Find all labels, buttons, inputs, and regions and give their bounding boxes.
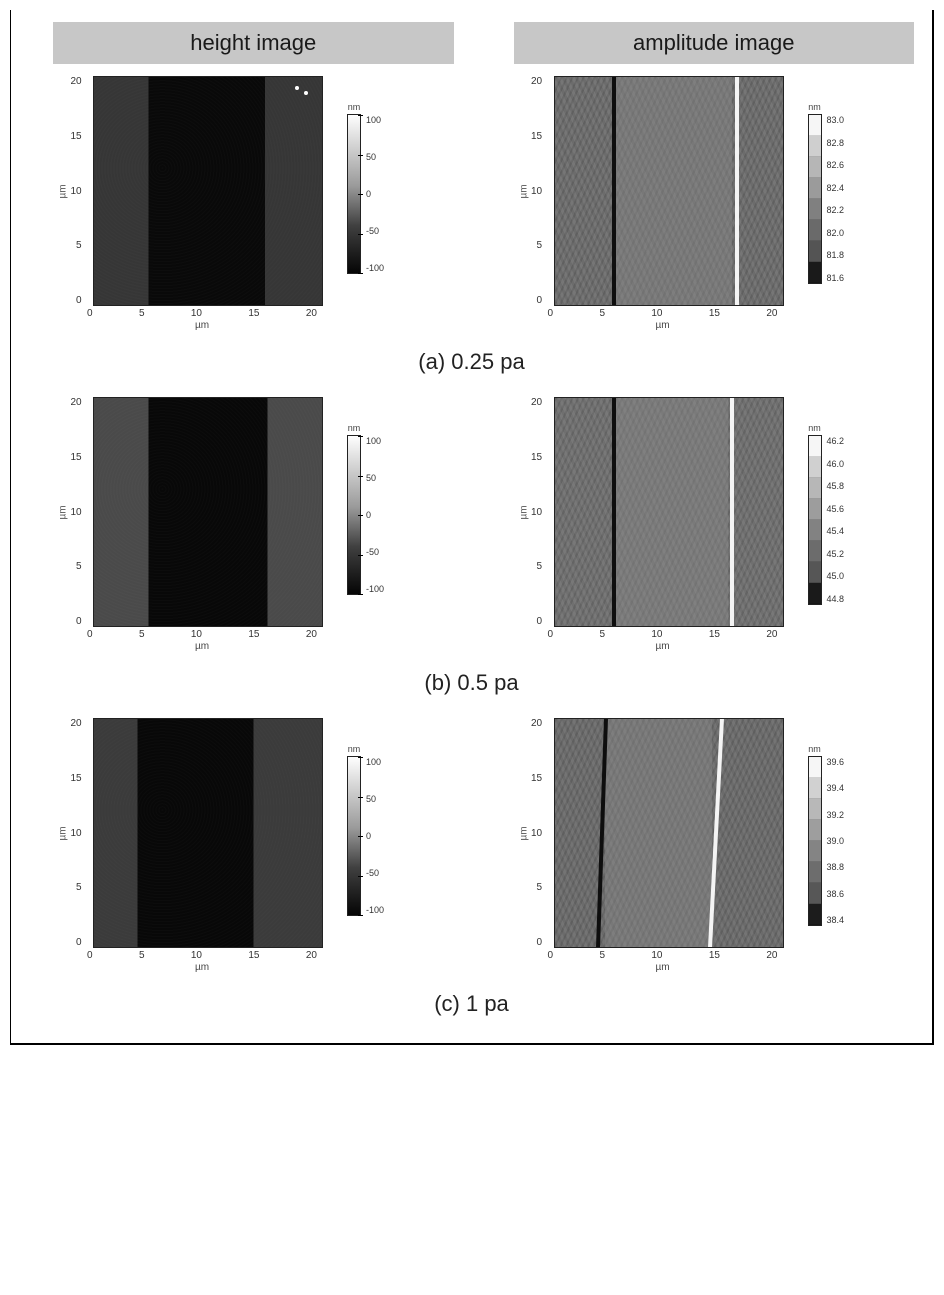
y-ticks: 20151050: [70, 718, 83, 948]
figure-row: µm20151050nm100500-50-10005101520µmµm201…: [29, 397, 914, 652]
x-axis-label: µm: [655, 962, 669, 973]
x-ticks: 05101520: [548, 629, 778, 640]
y-ticks: 20151050: [531, 76, 544, 306]
height-panel: µm20151050nm100500-50-10005101520µm: [53, 76, 454, 331]
y-axis-label: µm: [58, 826, 69, 840]
x-axis-label: µm: [655, 641, 669, 652]
amplitude-image: [554, 397, 784, 627]
height-image: [93, 76, 323, 306]
height-image: [93, 397, 323, 627]
amplitude-colorbar: nm46.246.045.845.645.445.245.044.8: [808, 397, 822, 627]
x-ticks: 05101520: [87, 308, 317, 319]
y-ticks: 20151050: [531, 397, 544, 627]
amplitude-image: [554, 76, 784, 306]
x-axis-label: µm: [195, 641, 209, 652]
y-axis-label: µm: [58, 505, 69, 519]
header-amplitude: amplitude image: [514, 22, 915, 64]
y-ticks: 20151050: [70, 397, 83, 627]
y-axis-label: µm: [518, 184, 529, 198]
height-colorbar: nm100500-50-100: [347, 76, 361, 306]
height-colorbar: nm100500-50-100: [347, 718, 361, 948]
column-headers: height image amplitude image: [29, 22, 914, 64]
y-ticks: 20151050: [70, 76, 83, 306]
amplitude-panel: µm20151050nm83.082.882.682.482.282.081.8…: [514, 76, 915, 331]
y-axis-label: µm: [518, 505, 529, 519]
amplitude-panel: µm20151050nm46.246.045.845.645.445.245.0…: [514, 397, 915, 652]
row-caption: (a) 0.25 pa: [29, 349, 914, 375]
y-ticks: 20151050: [531, 718, 544, 948]
y-axis-label: µm: [518, 826, 529, 840]
x-axis-label: µm: [195, 320, 209, 331]
amplitude-image: [554, 718, 784, 948]
amplitude-colorbar: nm39.639.439.239.038.838.638.4: [808, 718, 822, 948]
x-axis-label: µm: [655, 320, 669, 331]
height-image: [93, 718, 323, 948]
figure-frame: height image amplitude image µm20151050n…: [10, 10, 934, 1045]
x-ticks: 05101520: [548, 308, 778, 319]
height-panel: µm20151050nm100500-50-10005101520µm: [53, 718, 454, 973]
x-axis-label: µm: [195, 962, 209, 973]
row-caption: (c) 1 pa: [29, 991, 914, 1017]
figure-row: µm20151050nm100500-50-10005101520µmµm201…: [29, 76, 914, 331]
header-height: height image: [53, 22, 454, 64]
x-ticks: 05101520: [87, 950, 317, 961]
amplitude-colorbar: nm83.082.882.682.482.282.081.881.6: [808, 76, 822, 306]
row-caption: (b) 0.5 pa: [29, 670, 914, 696]
height-panel: µm20151050nm100500-50-10005101520µm: [53, 397, 454, 652]
x-ticks: 05101520: [548, 950, 778, 961]
y-axis-label: µm: [58, 184, 69, 198]
amplitude-panel: µm20151050nm39.639.439.239.038.838.638.4…: [514, 718, 915, 973]
height-colorbar: nm100500-50-100: [347, 397, 361, 627]
x-ticks: 05101520: [87, 629, 317, 640]
figure-row: µm20151050nm100500-50-10005101520µmµm201…: [29, 718, 914, 973]
